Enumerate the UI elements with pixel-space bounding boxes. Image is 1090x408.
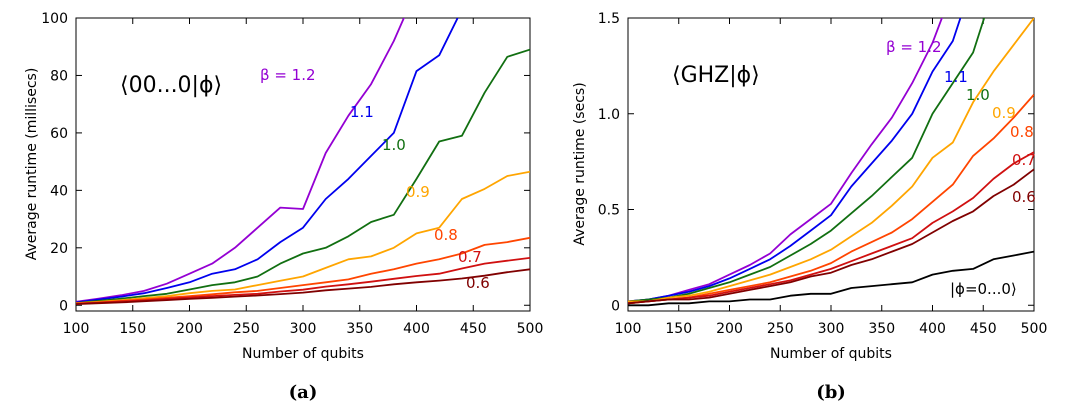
x-axis-label-b: Number of qubits	[770, 346, 892, 362]
x-tick-label: 450	[970, 321, 997, 337]
series-line-a-1.0	[76, 48, 530, 304]
x-tick-label: 200	[176, 321, 203, 337]
series-line-a-0.7	[76, 257, 530, 305]
x-tick-label: 500	[1021, 321, 1048, 337]
y-tick-label: 0	[611, 298, 620, 314]
series-label-b-zero: |ϕ=0...0⟩	[950, 280, 1017, 298]
series-lines-a	[76, 18, 530, 305]
series-line-b-zero	[628, 250, 1034, 307]
series-line-b-0.7	[628, 151, 1034, 305]
series-label-a-0.7: 0.7	[458, 248, 482, 266]
series-label-a-0.6: 0.6	[466, 274, 490, 292]
series-line-a-1.1	[76, 18, 459, 304]
series-label-a-0.9: 0.9	[406, 183, 430, 201]
x-tick-label: 400	[403, 321, 430, 337]
y-tick-label: 0	[59, 298, 68, 314]
x-tick-label: 350	[346, 321, 373, 337]
x-tick-label: 500	[517, 321, 544, 337]
x-tick-label: 200	[716, 321, 743, 337]
series-label-a-0.8: 0.8	[434, 226, 458, 244]
x-tick-label: 250	[767, 321, 794, 337]
annotation-a: ⟨00...0|ϕ⟩	[120, 73, 222, 98]
x-axis-label-a: Number of qubits	[242, 346, 364, 362]
x-tick-label: 400	[919, 321, 946, 337]
series-line-b-1.0	[628, 18, 986, 303]
series-label-b-0.9: 0.9	[992, 104, 1016, 122]
annotation-b: ⟨GHZ|ϕ⟩	[672, 63, 760, 88]
series-line-b-0.9	[628, 18, 1034, 303]
x-tick-label: 150	[665, 321, 692, 337]
series-label-b-1.1: 1.1	[944, 68, 968, 86]
y-tick-label: 1.5	[598, 11, 620, 27]
y-axis-label-b: Average runtime (secs)	[572, 82, 588, 245]
series-label-a-1.0: 1.0	[382, 136, 406, 154]
chart-panel-b: 100 150 200 250 300 350 400 450 500 0 0.5 1.0 1.5 Nu…	[572, 11, 1048, 403]
series-labels-b: β = 1.2 1.1 1.0 0.9 0.8 0.7 0.6 |ϕ=0...0…	[886, 38, 1036, 298]
series-line-b-1.1	[628, 18, 962, 303]
plot-frame-a	[75, 17, 531, 312]
y-axis-label-a: Average runtime (millisecs)	[24, 68, 40, 261]
series-label-b-0.7: 0.7	[1012, 151, 1036, 169]
series-line-b-0.6	[628, 168, 1034, 305]
x-tick-label: 450	[460, 321, 487, 337]
x-tick-label: 100	[615, 321, 642, 337]
subfigure-label-b: (b)	[816, 382, 846, 403]
x-tick-label: 300	[818, 321, 845, 337]
y-tick-label: 1.0	[598, 107, 620, 123]
plot-frame-b	[627, 17, 1035, 312]
x-tick-label: 150	[119, 321, 146, 337]
series-line-a-0.8	[76, 236, 530, 305]
series-line-a-0.6	[76, 268, 530, 305]
y-tick-label: 60	[50, 126, 68, 142]
series-label-b-1.2: β = 1.2	[886, 38, 942, 56]
subfigure-label-a: (a)	[289, 382, 318, 403]
x-tick-label: 300	[290, 321, 317, 337]
y-tick-label: 0.5	[598, 203, 620, 219]
axis-ticks-a: 100 150 200 250 300 350 400 450 500 0 20 40 60 80 100	[41, 11, 543, 337]
x-tick-label: 250	[233, 321, 260, 337]
y-tick-label: 20	[50, 241, 68, 257]
series-label-a-1.1: 1.1	[350, 103, 374, 121]
axis-ticks-b: 100 150 200 250 300 350 400 450 500 0 0.5 1.0 1.5	[598, 11, 1048, 337]
series-label-a-1.2: β = 1.2	[260, 66, 316, 84]
x-tick-label: 350	[868, 321, 895, 337]
y-tick-label: 100	[41, 11, 68, 27]
series-labels-a: β = 1.2 1.1 1.0 0.9 0.8 0.7 0.6	[260, 66, 490, 292]
series-label-b-0.8: 0.8	[1010, 123, 1034, 141]
y-tick-label: 80	[50, 68, 68, 84]
series-line-b-1.2	[628, 18, 943, 303]
series-line-a-0.9	[76, 170, 530, 305]
series-line-a-1.2	[76, 18, 405, 303]
series-label-b-0.6: 0.6	[1012, 188, 1036, 206]
y-tick-label: 40	[50, 183, 68, 199]
x-tick-label: 100	[63, 321, 90, 337]
chart-panel-a: 100 150 200 250 300 350 400 450 500 0 20 40 60 80100 …	[24, 11, 543, 403]
series-label-b-1.0: 1.0	[966, 86, 990, 104]
series-lines-b	[628, 18, 1034, 307]
